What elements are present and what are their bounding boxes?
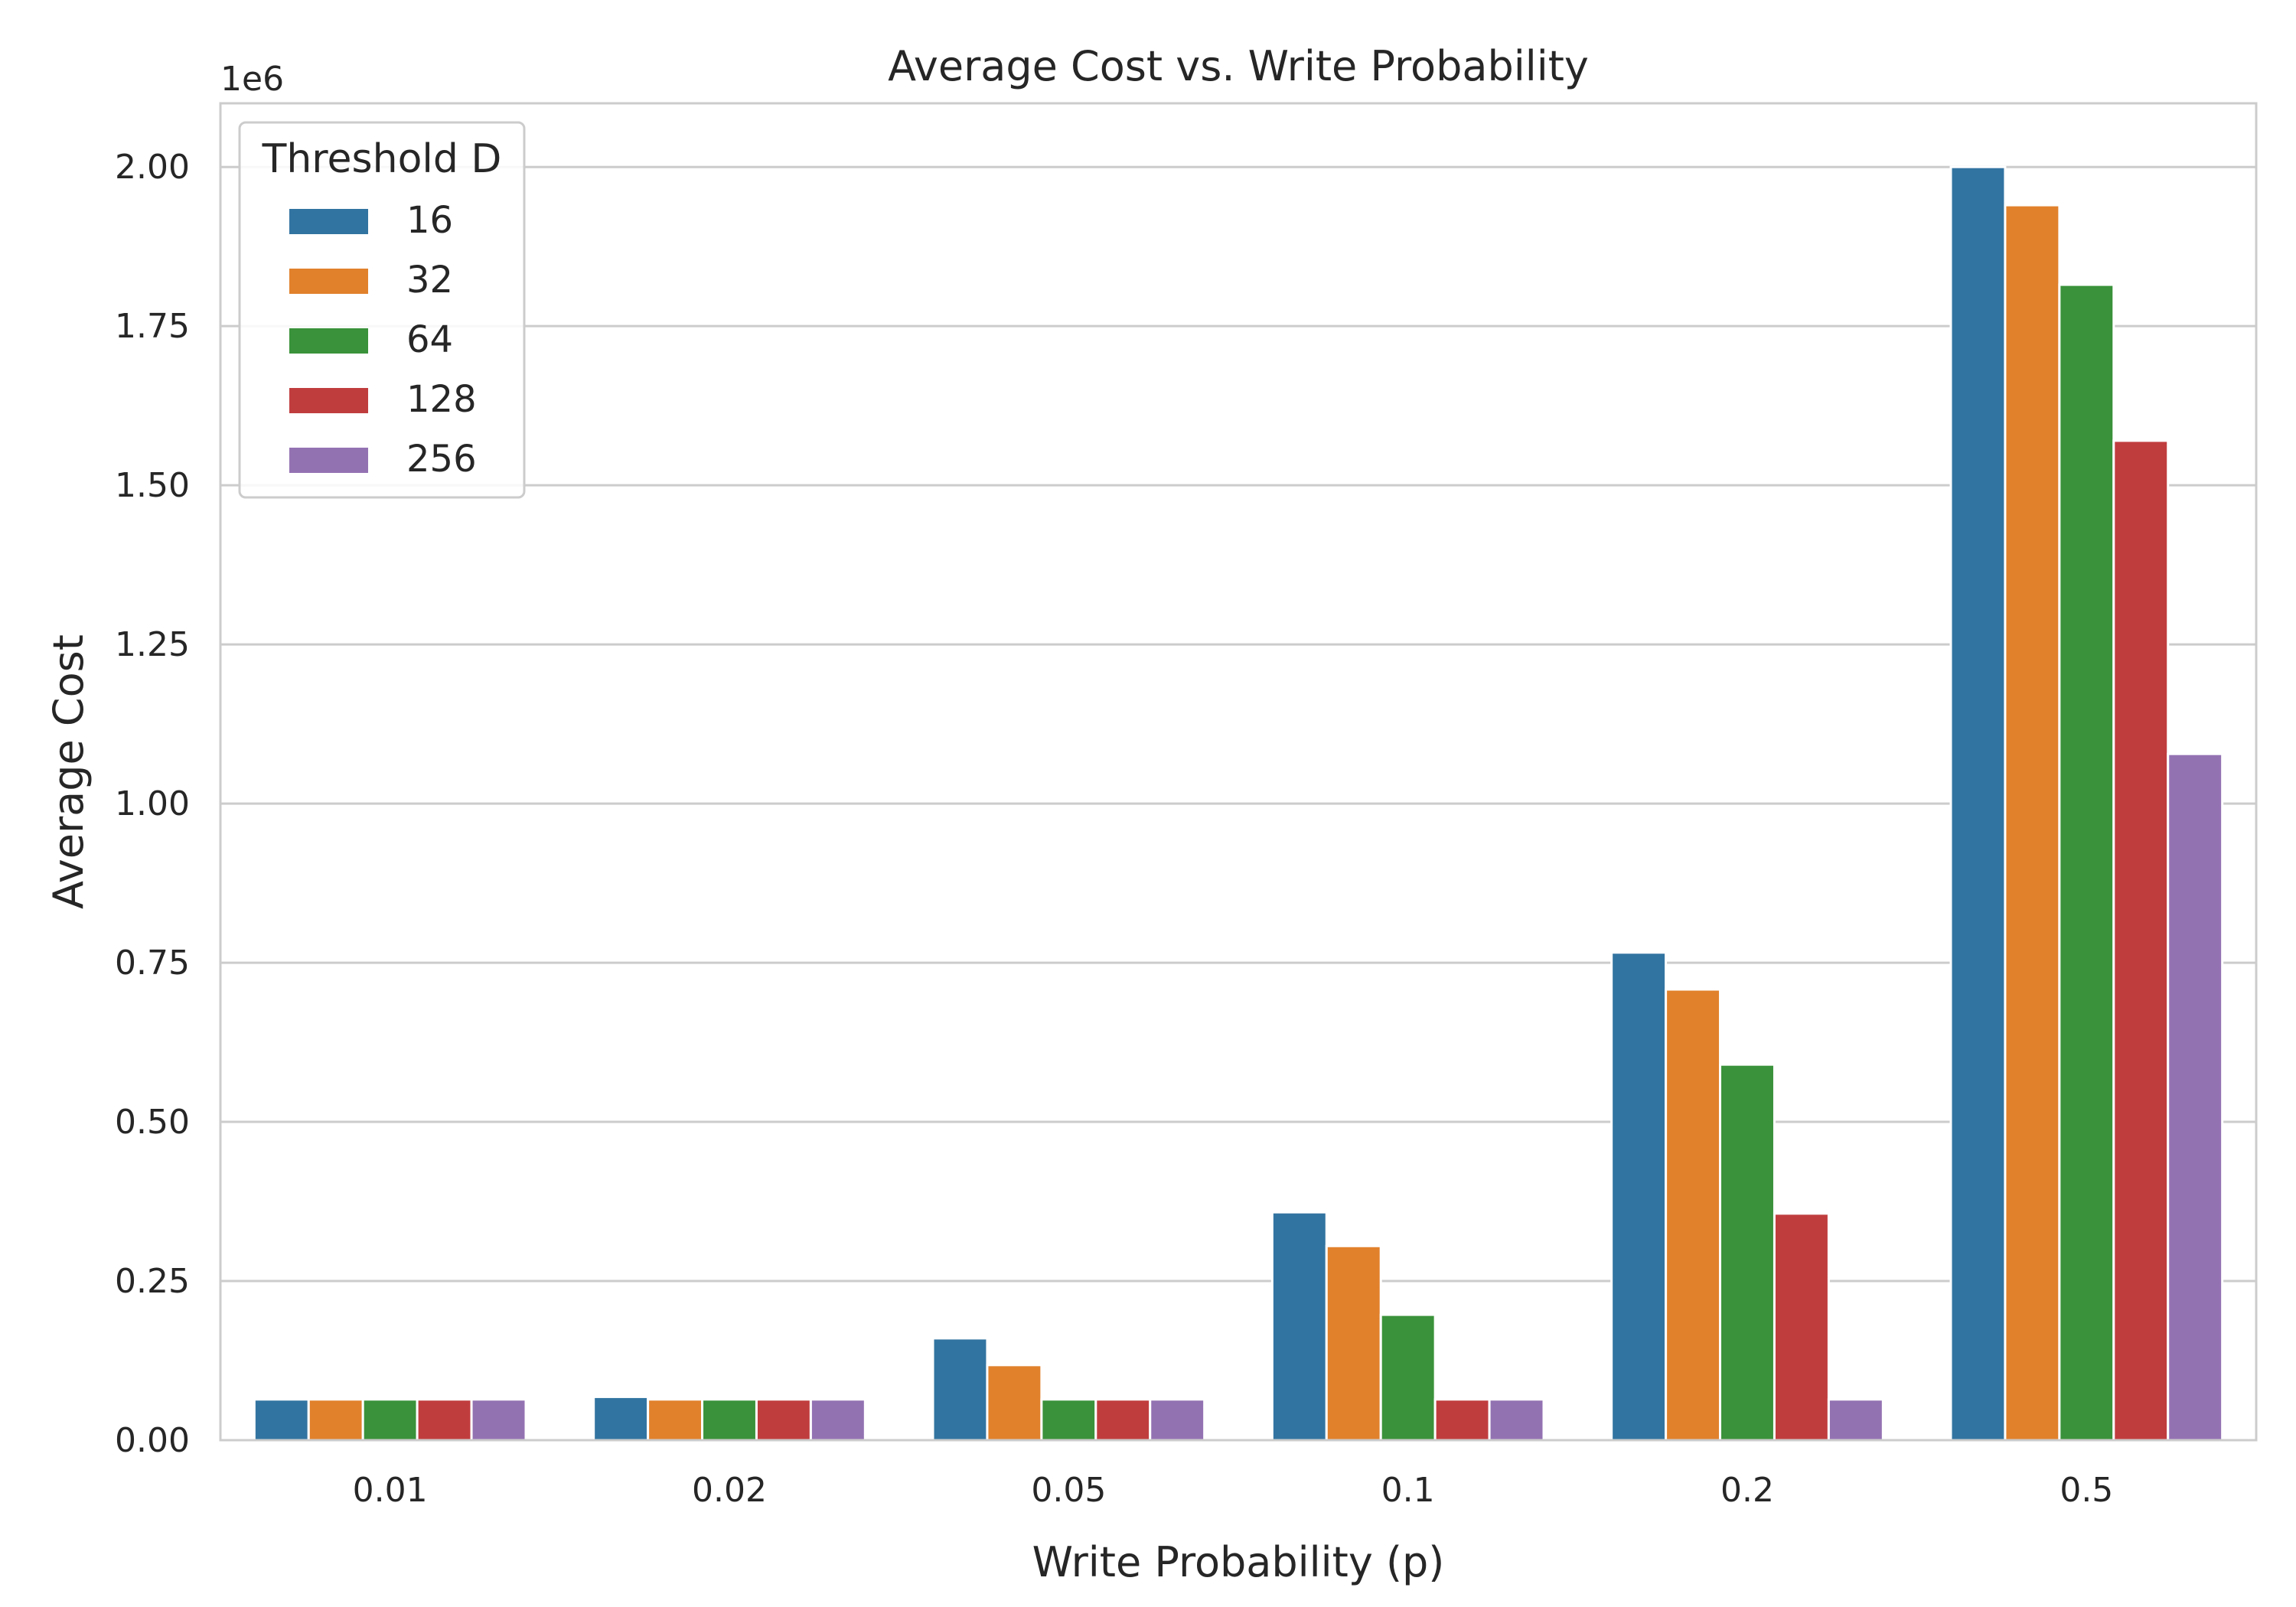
bar-0.5-256: [2167, 752, 2224, 1442]
bars: [253, 165, 2224, 1442]
bar-0.02-64: [701, 1398, 758, 1442]
bar-0.02-32: [647, 1398, 704, 1442]
bar-0.1-256: [1488, 1398, 1545, 1442]
legend-swatch: [289, 328, 368, 354]
bar-0.05-64: [1040, 1398, 1097, 1442]
bar-0.1-32: [1325, 1244, 1382, 1442]
y-tick-label: 0.50: [115, 1103, 190, 1142]
bar-0.5-16: [1949, 165, 2007, 1442]
legend-entry: 16: [406, 199, 453, 242]
bar-0.02-128: [755, 1398, 812, 1442]
bar-0.01-64: [361, 1398, 419, 1442]
gridlines: [220, 165, 2256, 1442]
legend-title: Threshold D: [262, 136, 502, 182]
bar-0.5-32: [2004, 204, 2061, 1442]
y-tick-labels: 0.00 0.25 0.50 0.75 1.00 1.25 1.50 1.75 2.00: [115, 148, 190, 1460]
y-tick-label: 2.00: [115, 148, 190, 187]
legend-entry: 64: [406, 318, 453, 361]
chart-title: Average Cost vs. Write Probability: [888, 42, 1589, 90]
bar-0.05-16: [931, 1337, 989, 1442]
y-tick-label: 1.75: [115, 307, 190, 346]
x-tick-label: 0.1: [1381, 1471, 1435, 1510]
bar-0.2-32: [1665, 988, 1722, 1442]
bar-0.05-256: [1149, 1398, 1206, 1442]
bar-0.5-128: [2112, 439, 2170, 1442]
bar-0.05-32: [986, 1364, 1043, 1442]
bar-0.2-128: [1773, 1212, 1830, 1442]
legend-entry: 32: [406, 259, 453, 302]
bar-0.01-128: [416, 1398, 473, 1442]
bar-0.2-16: [1610, 951, 1668, 1442]
bar-0.02-256: [809, 1398, 866, 1442]
bar-0.01-256: [470, 1398, 527, 1442]
x-tick-label: 0.05: [1031, 1471, 1106, 1510]
x-tick-labels: 0.01 0.02 0.05 0.1 0.2 0.5: [353, 1471, 2114, 1510]
y-tick-label: 1.00: [115, 784, 190, 823]
x-tick-label: 0.2: [1720, 1471, 1774, 1510]
y-tick-label: 1.25: [115, 625, 190, 664]
y-offset-label: 1e6: [220, 60, 284, 99]
legend-swatch: [289, 448, 368, 473]
bar-0.1-64: [1379, 1313, 1437, 1442]
legend-entry: 128: [406, 378, 477, 421]
bar-0.2-64: [1719, 1063, 1776, 1442]
y-tick-label: 1.50: [115, 466, 190, 505]
y-tick-label: 0.25: [115, 1262, 190, 1301]
x-tick-label: 0.02: [692, 1471, 767, 1510]
legend-swatch: [289, 269, 368, 294]
x-tick-label: 0.01: [353, 1471, 428, 1510]
legend-swatch: [289, 209, 368, 234]
y-axis-label: Average Cost: [44, 634, 93, 909]
bar-0.5-64: [2058, 283, 2115, 1442]
legend-swatch: [289, 388, 368, 413]
plot-frame: [219, 102, 2258, 1442]
legend: Threshold D 16 32 64 128 256: [238, 121, 526, 499]
bar-0.01-32: [307, 1398, 364, 1442]
x-tick-label: 0.5: [2060, 1471, 2113, 1510]
bar-0.02-16: [592, 1395, 650, 1442]
y-tick-label: 0.75: [115, 944, 190, 983]
legend-entry: 256: [406, 438, 477, 481]
bar-0.1-16: [1270, 1211, 1328, 1442]
x-axis-label: Write Probability (p): [1032, 1538, 1445, 1586]
bar-0.2-256: [1827, 1398, 1884, 1442]
y-tick-label: 0.00: [115, 1421, 190, 1460]
bar-0.1-128: [1433, 1398, 1491, 1442]
bar-0.01-16: [253, 1398, 310, 1442]
bar-0.05-128: [1094, 1398, 1152, 1442]
